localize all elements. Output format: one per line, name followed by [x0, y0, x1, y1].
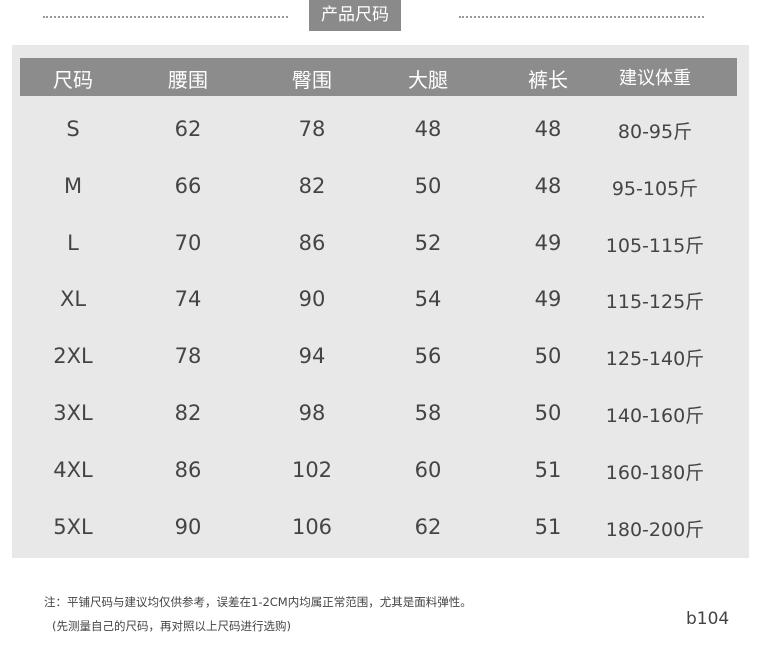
table-cell: 54: [414, 287, 442, 312]
dotted-divider-left: [43, 16, 288, 18]
table-cell: 160-180斤: [605, 461, 705, 484]
table-cell: 90: [174, 514, 202, 539]
column-header: 大腿: [408, 68, 448, 92]
table-cell: 51: [534, 457, 562, 482]
table-cell: 52: [414, 230, 442, 255]
table-cell: 95-105斤: [611, 177, 699, 200]
table-cell: 50: [534, 344, 562, 369]
table-cell: 58: [414, 401, 442, 425]
column-header: 尺码: [53, 68, 93, 92]
table-cell: 48: [534, 117, 562, 141]
column-header: 裤长: [528, 68, 568, 92]
table-cell: 106: [291, 514, 333, 539]
table-cell: 4XL: [53, 457, 93, 482]
table-cell: 62: [174, 117, 202, 141]
table-cell: 82: [174, 401, 202, 425]
product-code: b104: [686, 609, 730, 629]
table-cell: 66: [174, 173, 202, 198]
table-cell: 49: [534, 230, 562, 255]
chart-title: 产品尺码: [309, 0, 401, 31]
size-table-panel: [12, 45, 749, 558]
table-cell: 50: [414, 173, 442, 198]
table-cell: 48: [534, 173, 562, 198]
table-cell: 102: [291, 457, 333, 482]
column-header: 腰围: [168, 68, 208, 92]
table-cell: M: [63, 173, 83, 198]
table-cell: 94: [298, 344, 326, 369]
table-cell: L: [67, 230, 79, 255]
table-cell: 50: [534, 401, 562, 425]
table-cell: XL: [59, 287, 87, 312]
note-line-2: (先测量自己的尺码，再对照以上尺码进行选购): [52, 619, 291, 633]
dotted-divider-right: [459, 16, 704, 18]
table-cell: 115-125斤: [605, 291, 705, 314]
table-cell: 90: [298, 287, 326, 312]
table-cell: 86: [174, 457, 202, 482]
note-line-1: 注：平铺尺码与建议均仅供参考，误差在1-2CM内均属正常范围，尤其是面料弹性。: [44, 595, 472, 609]
table-cell: 48: [414, 117, 442, 141]
table-cell: 51: [534, 514, 562, 539]
table-cell: 125-140斤: [605, 348, 705, 371]
table-cell: 78: [174, 344, 202, 369]
table-cell: 105-115斤: [605, 234, 705, 257]
table-cell: 180-200斤: [605, 518, 705, 541]
table-cell: 86: [298, 230, 326, 255]
table-header-bar: [20, 58, 737, 96]
column-header: 臀围: [292, 68, 332, 92]
table-cell: 82: [298, 173, 326, 198]
table-cell: 98: [298, 401, 326, 425]
table-cell: 62: [414, 514, 442, 539]
table-cell: 74: [174, 287, 202, 312]
table-cell: 140-160斤: [605, 405, 705, 427]
table-cell: S: [66, 117, 80, 141]
table-cell: 5XL: [53, 514, 93, 539]
table-cell: 70: [174, 230, 202, 255]
table-cell: 60: [414, 457, 442, 482]
table-cell: 80-95斤: [617, 121, 693, 143]
table-cell: 56: [414, 344, 442, 369]
table-cell: 78: [298, 117, 326, 141]
table-cell: 2XL: [53, 344, 93, 369]
table-cell: 49: [534, 287, 562, 312]
table-cell: 3XL: [53, 401, 93, 425]
column-header: 建议体重: [619, 68, 691, 89]
